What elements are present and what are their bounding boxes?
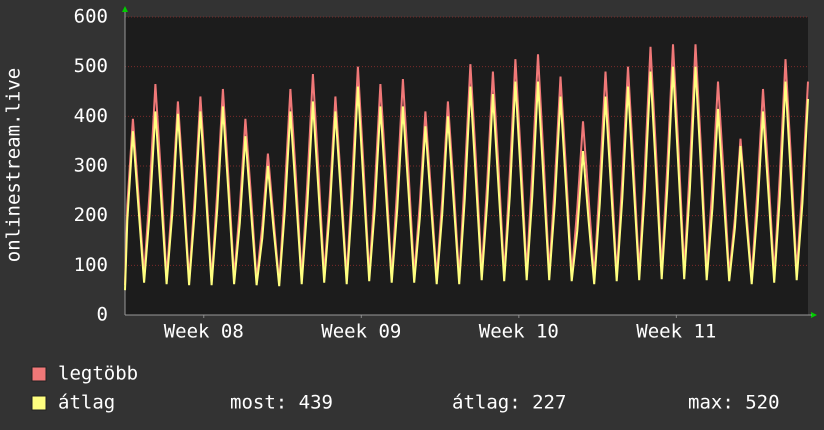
axis-arrow [122, 6, 128, 12]
y-tick-label: 300 [74, 155, 108, 177]
legend-stat: most: 439 [230, 392, 333, 414]
y-tick-label: 600 [74, 6, 108, 28]
legend-swatch [31, 366, 47, 382]
x-tick-label: Week 11 [636, 321, 716, 343]
x-tick-label: Week 08 [164, 321, 244, 343]
y-tick-label: 500 [74, 55, 108, 77]
series-line [124, 66, 809, 291]
legend-stat: max: 520 [688, 392, 780, 414]
y-tick-label: 400 [74, 105, 108, 127]
y-axis-label: onlinestream.live [3, 68, 25, 262]
y-tick-label: 0 [97, 304, 108, 326]
axis-arrow [811, 312, 817, 318]
y-tick-label: 200 [74, 204, 108, 226]
x-tick-label: Week 10 [479, 321, 559, 343]
legend-swatch [31, 395, 47, 411]
legend-label: legtöbb [58, 363, 138, 385]
x-tick-label: Week 09 [321, 321, 401, 343]
legend-label: átlag [58, 392, 115, 414]
y-tick-label: 100 [74, 254, 108, 276]
legend-stat: átlag: 227 [452, 392, 566, 414]
